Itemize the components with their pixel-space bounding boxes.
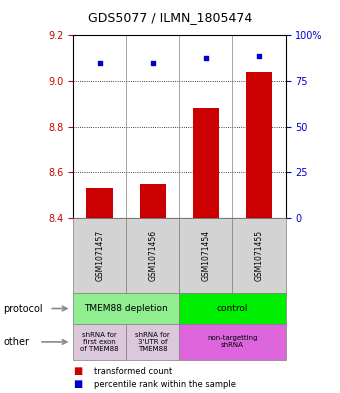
Text: non-targetting
shRNA: non-targetting shRNA [207,335,258,349]
Bar [193,108,219,218]
Text: GDS5077 / ILMN_1805474: GDS5077 / ILMN_1805474 [88,11,252,24]
Point [150,60,155,66]
Text: GSM1071454: GSM1071454 [201,230,210,281]
Text: other: other [3,337,29,347]
Bar [86,188,113,218]
Text: ■: ■ [73,366,82,376]
Text: shRNA for
first exon
of TMEM88: shRNA for first exon of TMEM88 [80,332,119,352]
Text: ■: ■ [73,379,82,389]
Text: protocol: protocol [3,303,43,314]
Text: control: control [217,304,248,313]
Text: GSM1071456: GSM1071456 [148,230,157,281]
Text: transformed count: transformed count [94,367,172,376]
Text: TMEM88 depletion: TMEM88 depletion [84,304,168,313]
Text: shRNA for
3'UTR of
TMEM88: shRNA for 3'UTR of TMEM88 [135,332,170,352]
Bar [139,184,166,218]
Point [97,60,102,66]
Text: GSM1071457: GSM1071457 [95,230,104,281]
Bar [246,72,272,218]
Text: GSM1071455: GSM1071455 [255,230,264,281]
Point [256,53,262,59]
Point [203,55,209,61]
Text: percentile rank within the sample: percentile rank within the sample [94,380,236,389]
